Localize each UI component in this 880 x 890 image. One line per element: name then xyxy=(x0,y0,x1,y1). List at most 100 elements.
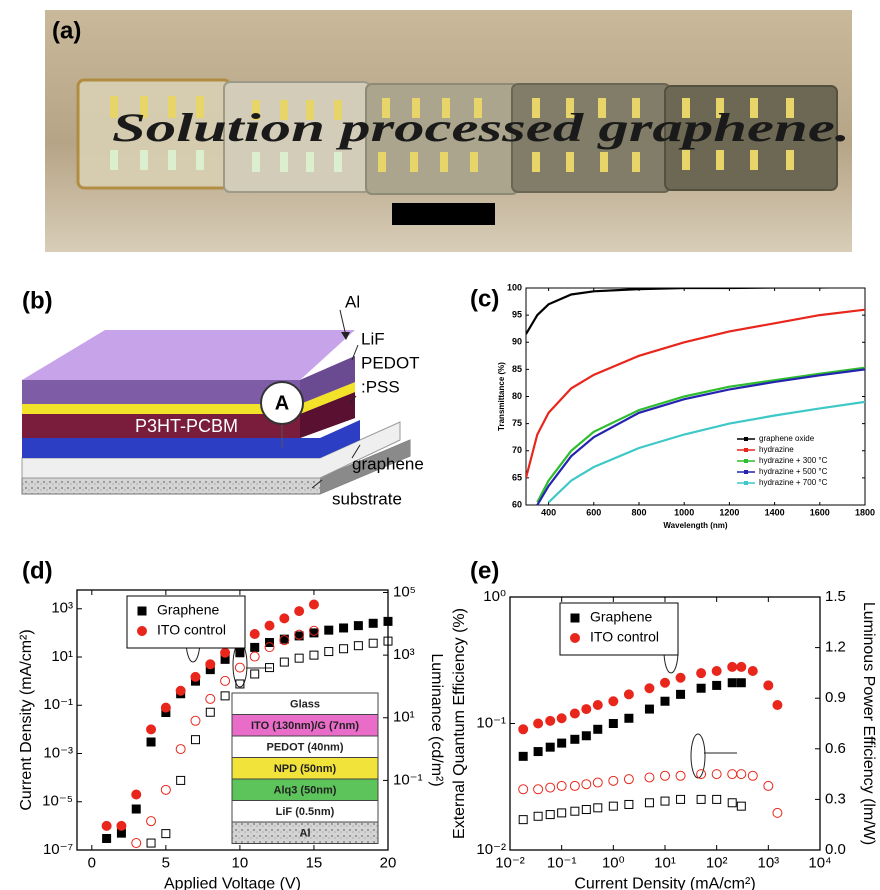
x-tick-label: 0 xyxy=(88,854,96,871)
marker xyxy=(177,776,185,784)
marker xyxy=(340,645,348,653)
y2-axis-title: Luminous Power Efficiency (lm/W) xyxy=(860,602,877,845)
legend-label: hydrazine + 700 °C xyxy=(759,478,828,487)
marker xyxy=(773,808,782,817)
marker xyxy=(728,770,737,779)
marker xyxy=(295,607,304,616)
y-tick-label: 75 xyxy=(512,418,522,428)
marker xyxy=(147,839,155,847)
x-tick-label: 1600 xyxy=(810,507,830,517)
marker xyxy=(624,690,633,699)
x-tick-label: 15 xyxy=(306,854,323,871)
y-axis-title: External Quantum Efficiency (%) xyxy=(451,608,468,839)
y2-axis-title: Luminance (cd/m²) xyxy=(428,653,445,786)
marker xyxy=(340,624,348,632)
legend-label: ITO control xyxy=(590,629,659,645)
y-axis-title: Transmittance (%) xyxy=(497,362,506,431)
marker xyxy=(570,709,579,718)
x-tick-label: 10³ xyxy=(757,854,779,871)
marker xyxy=(325,648,333,656)
marker xyxy=(132,805,140,813)
y2-tick-label: 10³ xyxy=(393,646,415,663)
marker xyxy=(645,799,653,807)
inset-layer-label: PEDOT (40nm) xyxy=(266,742,343,754)
marker xyxy=(251,643,259,651)
marker xyxy=(728,799,736,807)
marker xyxy=(697,770,706,779)
x-tick-label: 10⁰ xyxy=(602,854,625,871)
y-tick-label: 10⁻⁷ xyxy=(43,841,73,858)
legend-marker xyxy=(744,481,748,485)
marker xyxy=(582,806,590,814)
x-tick-label: 800 xyxy=(631,507,646,517)
marker xyxy=(221,648,230,657)
marker xyxy=(764,681,773,690)
marker xyxy=(737,662,746,671)
photo-caption: Solution processed graphene. xyxy=(112,105,850,150)
marker xyxy=(280,614,289,623)
marker xyxy=(582,705,591,714)
marker xyxy=(748,667,757,676)
marker xyxy=(697,795,705,803)
y-tick-label: 100 xyxy=(507,282,522,292)
marker xyxy=(176,686,185,695)
y-axis-title: Current Density (mA/cm²) xyxy=(18,629,35,810)
marker xyxy=(206,708,214,716)
marker xyxy=(593,778,602,787)
marker xyxy=(625,800,633,808)
marker xyxy=(571,807,579,815)
marker xyxy=(594,725,602,733)
marker xyxy=(728,662,737,671)
x-tick-label: 10⁻¹ xyxy=(547,854,577,871)
marker xyxy=(609,720,617,728)
marker xyxy=(132,839,141,848)
layer-label: P3HT-PCBM xyxy=(135,416,238,436)
y2-tick-label: 0.3 xyxy=(825,790,846,807)
y-tick-label: 10¹ xyxy=(51,648,73,665)
marker xyxy=(519,785,528,794)
marker xyxy=(310,651,318,659)
series-line xyxy=(526,287,865,334)
marker xyxy=(534,748,542,756)
layer-label: graphene xyxy=(352,454,424,473)
marker xyxy=(571,735,579,743)
y2-tick-label: 0.0 xyxy=(825,841,846,858)
marker xyxy=(176,745,185,754)
y-tick-label: 10⁻¹ xyxy=(476,714,506,731)
marker xyxy=(117,821,126,830)
inset-layer-label: LiF (0.5nm) xyxy=(276,806,335,818)
y-tick-label: 70 xyxy=(512,445,522,455)
figure: (a) Solution processed graphene. (b) Al … xyxy=(0,0,880,890)
marker xyxy=(221,692,229,700)
y-tick-label: 60 xyxy=(512,499,522,509)
legend-label: Graphene xyxy=(157,602,219,618)
marker xyxy=(132,790,141,799)
marker xyxy=(697,684,705,692)
panel-label: (a) xyxy=(52,17,81,44)
inset-layer-label: Glass xyxy=(290,699,320,711)
y-tick-label: 65 xyxy=(512,472,522,482)
inset-layer-label: ITO (130nm)/G (7nm) xyxy=(251,720,359,732)
y2-tick-label: 10⁵ xyxy=(393,583,416,600)
panel-label: (c) xyxy=(470,285,499,312)
marker xyxy=(609,697,618,706)
meter-label: A xyxy=(275,392,289,414)
marker xyxy=(102,821,111,830)
y2-tick-label: 1.5 xyxy=(825,588,846,605)
marker xyxy=(325,626,333,634)
marker xyxy=(369,639,377,647)
marker xyxy=(697,669,706,678)
marker xyxy=(280,658,288,666)
marker xyxy=(625,714,633,722)
marker xyxy=(251,670,259,678)
marker xyxy=(546,811,554,819)
marker xyxy=(546,743,554,751)
marker xyxy=(534,785,543,794)
marker xyxy=(712,770,721,779)
legend-marker xyxy=(744,470,748,474)
marker xyxy=(206,694,215,703)
layer-label: substrate xyxy=(332,489,402,508)
marker xyxy=(558,809,566,817)
marker xyxy=(161,703,170,712)
y2-tick-label: 10⁻¹ xyxy=(393,771,423,788)
